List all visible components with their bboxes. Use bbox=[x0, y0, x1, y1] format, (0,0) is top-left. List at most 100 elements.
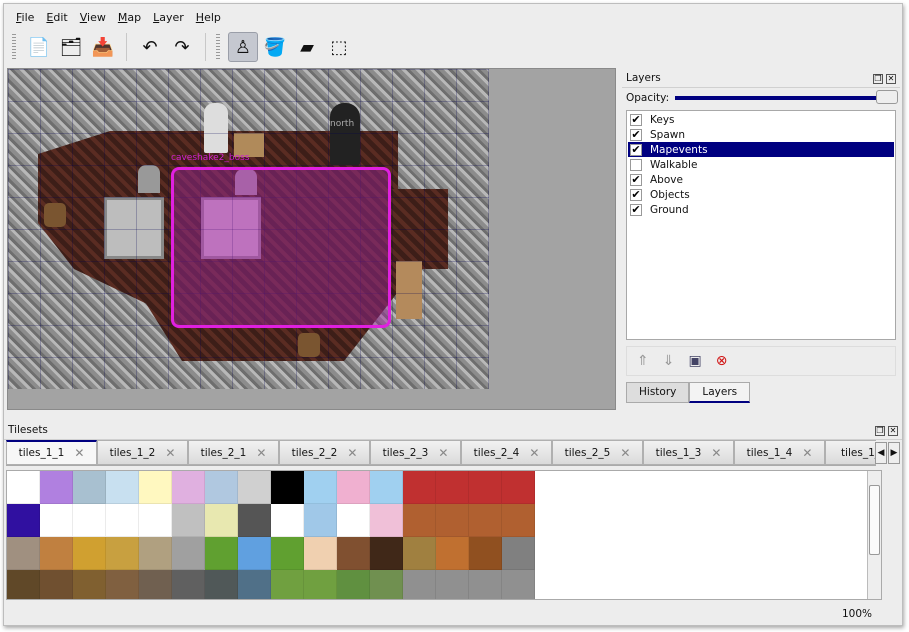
tile[interactable] bbox=[436, 504, 469, 537]
tile[interactable] bbox=[502, 504, 535, 537]
tile[interactable] bbox=[139, 570, 172, 599]
tile[interactable] bbox=[337, 537, 370, 570]
tile[interactable] bbox=[73, 471, 106, 504]
tab-tileset[interactable]: tiles_1_1 ✕ bbox=[6, 440, 97, 465]
tile[interactable] bbox=[238, 504, 271, 537]
menu-edit[interactable]: Edit bbox=[46, 11, 68, 24]
tile[interactable] bbox=[40, 537, 73, 570]
menu-file[interactable]: File bbox=[16, 11, 35, 24]
tile[interactable] bbox=[238, 537, 271, 570]
tile[interactable] bbox=[403, 570, 436, 599]
tile[interactable] bbox=[7, 537, 40, 570]
tile[interactable] bbox=[73, 570, 106, 599]
close-icon[interactable]: ✕ bbox=[888, 425, 898, 436]
tile[interactable] bbox=[238, 570, 271, 599]
vertical-scrollbar[interactable] bbox=[867, 471, 881, 599]
tile[interactable] bbox=[271, 570, 304, 599]
tab-tileset[interactable]: tiles_2_5 ✕ bbox=[552, 440, 643, 465]
visibility-checkbox[interactable]: ✔ bbox=[630, 187, 642, 201]
tile[interactable] bbox=[469, 471, 502, 504]
menu-layer[interactable]: Layer bbox=[153, 11, 184, 24]
tab-tileset[interactable]: tiles_1_2 ✕ bbox=[97, 440, 188, 465]
rect-select-button[interactable]: ⬚ bbox=[324, 32, 354, 62]
tile[interactable] bbox=[337, 570, 370, 599]
close-tab-icon[interactable]: ✕ bbox=[438, 445, 449, 460]
tile[interactable] bbox=[139, 537, 172, 570]
tile[interactable] bbox=[106, 504, 139, 537]
tile[interactable] bbox=[106, 471, 139, 504]
tile[interactable] bbox=[436, 537, 469, 570]
tile[interactable] bbox=[304, 471, 337, 504]
tile[interactable] bbox=[40, 504, 73, 537]
tile[interactable] bbox=[7, 570, 40, 599]
tile[interactable] bbox=[403, 504, 436, 537]
tile[interactable] bbox=[304, 570, 337, 599]
redo-button[interactable]: ↷ bbox=[167, 32, 197, 62]
slider-handle[interactable] bbox=[876, 90, 898, 104]
float-icon[interactable]: ❐ bbox=[875, 425, 885, 436]
tileset-view[interactable] bbox=[6, 470, 882, 600]
close-tab-icon[interactable]: ✕ bbox=[165, 445, 176, 460]
opacity-slider[interactable] bbox=[675, 90, 898, 104]
tile[interactable] bbox=[436, 570, 469, 599]
menu-help[interactable]: Help bbox=[195, 11, 221, 24]
layer-item[interactable]: ✔ Spawn bbox=[628, 127, 894, 142]
tile[interactable] bbox=[139, 471, 172, 504]
layer-item[interactable]: ✔ Above bbox=[628, 172, 894, 187]
tile-grid[interactable] bbox=[7, 471, 535, 599]
tab-tileset[interactable]: tiles_1_3 ✕ bbox=[643, 440, 734, 465]
layer-item[interactable]: ✔ Keys bbox=[628, 112, 894, 127]
visibility-checkbox[interactable]: ✔ bbox=[630, 202, 642, 216]
tile[interactable] bbox=[172, 537, 205, 570]
remove-layer-icon[interactable]: ⊗ bbox=[715, 353, 728, 369]
duplicate-layer-icon[interactable]: ▣ bbox=[688, 353, 702, 369]
menu-view[interactable]: View bbox=[79, 11, 106, 24]
tile[interactable] bbox=[304, 504, 337, 537]
tile[interactable] bbox=[238, 471, 271, 504]
tile[interactable] bbox=[337, 471, 370, 504]
menu-map[interactable]: Map bbox=[117, 11, 142, 24]
close-tab-icon[interactable]: ✕ bbox=[711, 445, 722, 460]
eraser-button[interactable]: ▰ bbox=[292, 32, 322, 62]
tab-tileset[interactable]: tiles_1_4 ✕ bbox=[734, 440, 825, 465]
undo-button[interactable]: ↶ bbox=[135, 32, 165, 62]
tile[interactable] bbox=[502, 471, 535, 504]
toolbar-grip[interactable] bbox=[216, 34, 220, 60]
tab-tileset[interactable]: tiles_2_4 ✕ bbox=[461, 440, 552, 465]
tile[interactable] bbox=[106, 570, 139, 599]
close-tab-icon[interactable]: ✕ bbox=[347, 445, 358, 460]
tile[interactable] bbox=[106, 537, 139, 570]
tile[interactable] bbox=[469, 537, 502, 570]
tile[interactable] bbox=[205, 570, 238, 599]
visibility-checkbox[interactable]: ✔ bbox=[630, 112, 642, 126]
float-icon[interactable]: ❐ bbox=[873, 73, 883, 84]
layer-item[interactable]: Walkable bbox=[628, 157, 894, 172]
close-tab-icon[interactable]: ✕ bbox=[74, 446, 85, 460]
layer-item[interactable]: ✔ Objects bbox=[628, 187, 894, 202]
tile[interactable] bbox=[205, 471, 238, 504]
close-icon[interactable]: ✕ bbox=[886, 73, 896, 84]
visibility-checkbox[interactable] bbox=[630, 158, 642, 171]
tile[interactable] bbox=[502, 570, 535, 599]
tile[interactable] bbox=[271, 537, 304, 570]
toolbar-grip[interactable] bbox=[12, 34, 16, 60]
tab-tileset[interactable]: tiles_2_2 ✕ bbox=[279, 440, 370, 465]
tile[interactable] bbox=[271, 504, 304, 537]
bucket-fill-button[interactable]: 🪣 bbox=[260, 32, 290, 62]
tile[interactable] bbox=[205, 537, 238, 570]
tab-tileset[interactable]: tiles_2_3 ✕ bbox=[370, 440, 461, 465]
tile[interactable] bbox=[337, 504, 370, 537]
close-tab-icon[interactable]: ✕ bbox=[620, 445, 631, 460]
tile[interactable] bbox=[139, 504, 172, 537]
tile[interactable] bbox=[370, 504, 403, 537]
visibility-checkbox[interactable]: ✔ bbox=[630, 142, 642, 156]
tile[interactable] bbox=[403, 537, 436, 570]
lower-layer-icon[interactable]: ⇓ bbox=[662, 353, 675, 369]
scrollbar-thumb[interactable] bbox=[869, 485, 880, 555]
close-tab-icon[interactable]: ✕ bbox=[256, 445, 267, 460]
tab-layers[interactable]: Layers bbox=[689, 382, 751, 403]
tile[interactable] bbox=[172, 570, 205, 599]
tile[interactable] bbox=[172, 471, 205, 504]
tile[interactable] bbox=[469, 570, 502, 599]
tile[interactable] bbox=[40, 471, 73, 504]
